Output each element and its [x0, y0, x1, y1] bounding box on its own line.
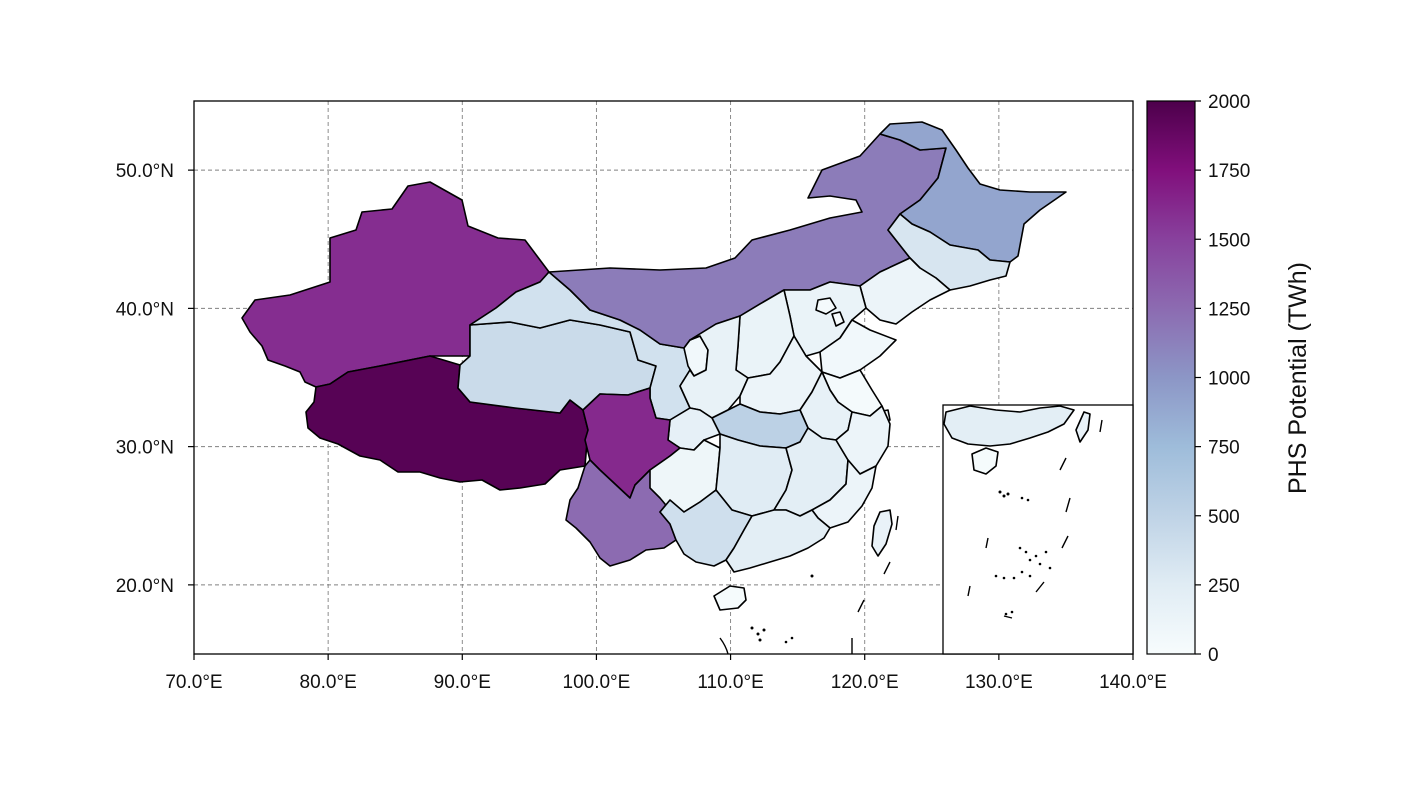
colorbar-label: PHS Potential (TWh)	[1284, 262, 1312, 494]
colorbar-tick-label: 1250	[1208, 299, 1250, 320]
colorbar-tick-label: 2000	[1208, 92, 1250, 113]
x-tick-label: 120.0°E	[831, 672, 899, 693]
x-tick-label: 80.0°E	[300, 672, 357, 693]
region-taiwan	[871, 509, 893, 557]
x-tick-label: 140.0°E	[1099, 672, 1167, 693]
colorbar-tick-label: 250	[1208, 576, 1240, 597]
region-guangdong	[725, 509, 831, 573]
x-tick-label: 70.0°E	[165, 672, 222, 693]
y-tick-label: 40.0°N	[116, 299, 174, 320]
colorbar-tick-label: 500	[1208, 507, 1240, 528]
colorbar-tick-label: 1500	[1208, 230, 1250, 251]
colorbar: 0 250 500 750 1000 1250 1500 1750 2000 PHS Poten…	[1146, 92, 1312, 666]
province-layer	[241, 121, 1067, 654]
colorbar-ticks: 0 250 500 750 1000 1250 1500 1750 2000	[1195, 92, 1250, 666]
colorbar-tick-label: 0	[1208, 645, 1219, 666]
region-tianjin	[831, 311, 845, 327]
colorbar-tick-label: 1000	[1208, 369, 1250, 390]
inset-island-dots	[994, 490, 1052, 616]
x-tick-label: 110.0°E	[697, 672, 763, 693]
colorbar-tick-label: 750	[1208, 438, 1240, 459]
y-tick-label: 20.0°N	[116, 576, 174, 597]
x-axis-ticks: 70.0°E 80.0°E 90.0°E 100.0°E 110.0°E 120.0°E 1…	[165, 654, 1167, 693]
region-liaoning	[859, 257, 951, 325]
south-china-sea-inset	[942, 404, 1134, 655]
region-beijing	[815, 297, 837, 315]
south-china-sea-islands	[719, 515, 899, 654]
x-tick-label: 90.0°E	[434, 672, 491, 693]
colorbar-gradient	[1146, 100, 1196, 655]
inset-taiwan	[1075, 411, 1091, 443]
region-heilongjiang	[879, 121, 1067, 263]
region-guangxi	[659, 489, 753, 567]
y-tick-label: 30.0°N	[116, 438, 174, 459]
inset-hainan	[971, 447, 999, 475]
x-tick-label: 130.0°E	[965, 672, 1033, 693]
colorbar-tick-label: 1750	[1208, 161, 1250, 182]
inset-background	[942, 404, 1134, 655]
y-axis-ticks: 20.0°N 30.0°N 40.0°N 50.0°N	[116, 161, 194, 597]
y-tick-label: 50.0°N	[116, 161, 174, 182]
map-panel	[193, 100, 1134, 655]
inset-guangdong	[943, 405, 1075, 447]
region-hainan	[713, 585, 747, 611]
map-frame	[193, 100, 1134, 655]
x-tick-label: 100.0°E	[563, 672, 631, 693]
